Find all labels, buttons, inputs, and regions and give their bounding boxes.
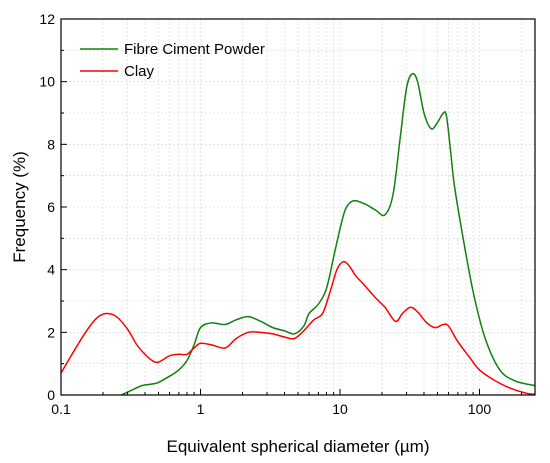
- legend-label-fibre-ciment-powder: Fibre Ciment Powder: [124, 41, 265, 58]
- series-layer: [61, 72, 535, 395]
- x-tick-label: 100: [468, 401, 492, 417]
- x-tick-label: 1: [197, 401, 205, 417]
- grid: [61, 19, 535, 395]
- x-tick-label: 10: [332, 401, 348, 417]
- y-tick-label: 0: [47, 387, 55, 403]
- y-tick-label: 12: [39, 11, 55, 27]
- x-axis-title: Equivalent spherical diameter (µm): [166, 437, 429, 456]
- y-tick-label: 8: [47, 136, 55, 152]
- x-tick-label: 0.1: [51, 401, 71, 417]
- tick-labels: 0 2 4 6 8 10 12 0.1 1 10 100: [39, 11, 491, 417]
- series-line-clay: [61, 260, 535, 395]
- y-tick-label: 2: [47, 324, 55, 340]
- y-tick-label: 4: [47, 262, 55, 278]
- legend: Fibre Ciment Powder Clay: [80, 41, 265, 80]
- ticks: [60, 18, 522, 396]
- legend-label-clay: Clay: [124, 63, 155, 80]
- y-tick-label: 6: [47, 199, 55, 215]
- y-axis-title: Frequency (%): [10, 151, 29, 262]
- y-tick-label: 10: [39, 74, 55, 90]
